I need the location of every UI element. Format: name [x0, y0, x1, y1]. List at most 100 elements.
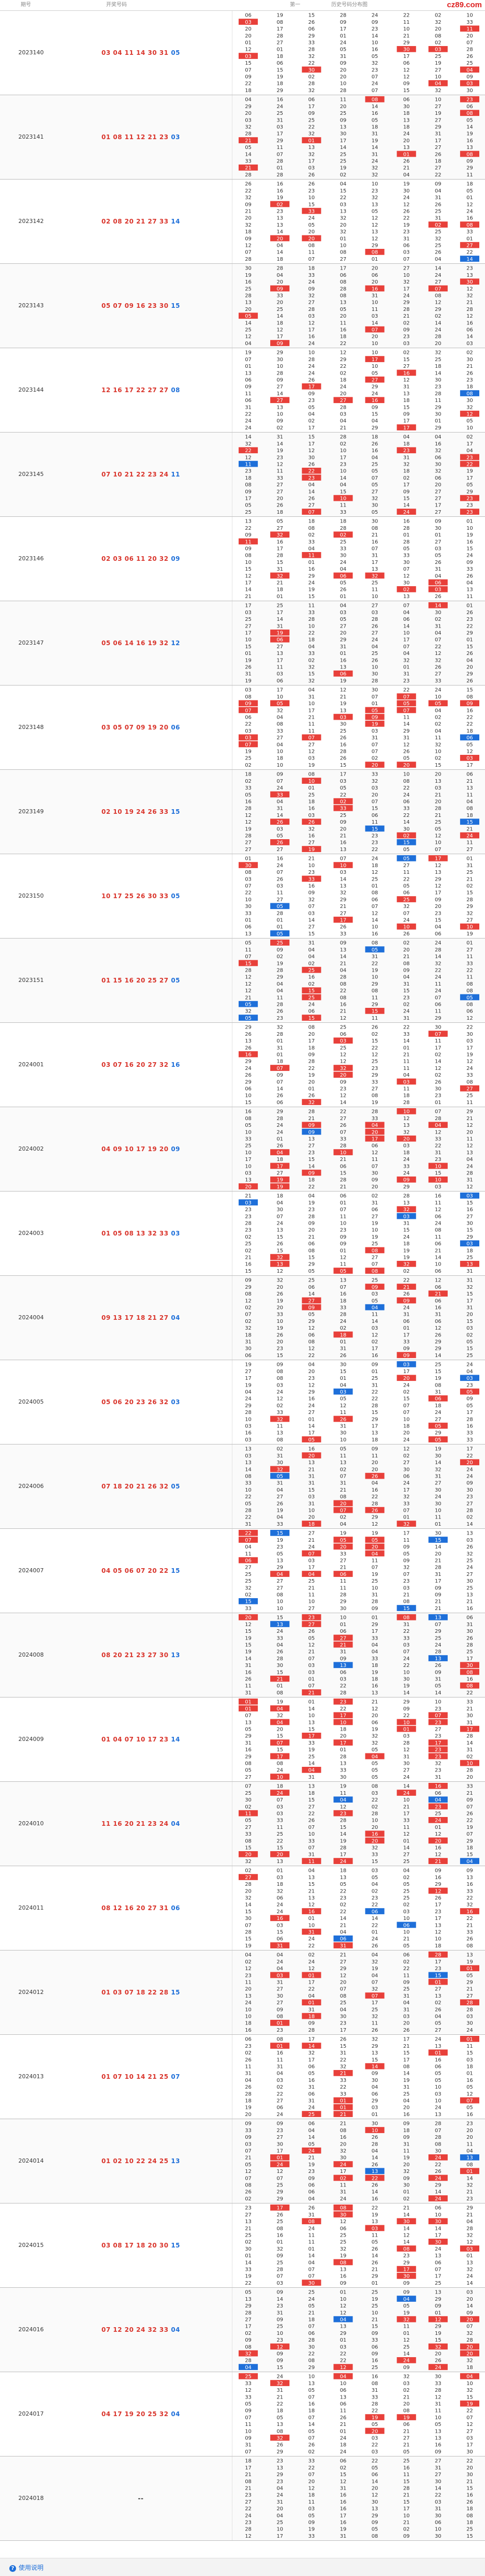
grid-number: 19	[276, 961, 283, 966]
grid-number: 02	[340, 1515, 347, 1521]
grid-number: 07	[245, 357, 252, 363]
grid-number: 28	[340, 1143, 347, 1149]
grid-number: 31	[276, 1980, 283, 1986]
grid-number: 31	[340, 2534, 347, 2539]
grid-number: 22	[245, 1515, 252, 1521]
grid-number: 26	[372, 2135, 378, 2140]
grid-number: 30	[435, 2240, 442, 2245]
grid-number: 01	[403, 1326, 410, 1331]
grid-number: 14	[403, 623, 410, 629]
red-ball-number: 23	[159, 133, 169, 141]
grid-number: 05	[435, 2078, 442, 2083]
grid-number: 28	[372, 1599, 378, 1605]
grid-number: 22	[466, 623, 473, 629]
grid-number: 16	[466, 1677, 473, 1682]
red-ball-number: 32	[159, 639, 169, 647]
grid-number: 29	[403, 1184, 410, 1190]
red-ball-number: 20	[124, 217, 134, 225]
grid-number: 25	[245, 1791, 252, 1796]
blue-ball-number: 16	[171, 1061, 181, 1068]
grid-number: 14	[308, 1761, 315, 1767]
grid-number: 30	[340, 553, 347, 559]
red-ball-number: 18	[136, 1988, 145, 1996]
grid-number: 22	[340, 2351, 347, 2357]
grid-number: 23	[276, 2479, 283, 2484]
grid-number: 12	[245, 981, 252, 987]
grid-number: 31	[340, 1481, 347, 1486]
grid-number: 23	[308, 1150, 315, 1156]
hit-highlight	[239, 1614, 258, 1620]
grid-number: 23	[340, 1896, 347, 1901]
grid-number: 15	[466, 644, 473, 650]
grid-number: 05	[403, 2303, 410, 2309]
hit-highlight	[333, 1268, 353, 1274]
grid-number: 32	[276, 1025, 283, 1031]
grid-number: 01	[340, 2290, 347, 2296]
grid-number: 24	[276, 1959, 283, 1965]
grid-number: 11	[435, 735, 442, 741]
grid-number: 33	[403, 1635, 410, 1641]
grid-number: 11	[435, 1009, 442, 1015]
grid-number: 31	[308, 2212, 315, 2218]
grid-number: 24	[308, 370, 315, 376]
grid-number: 29	[308, 573, 315, 579]
hit-highlight	[428, 46, 448, 52]
table-row: 2023146 02 03 06 11 20 32 09 13 05 18 18 30 16 0…	[0, 517, 485, 601]
grid-number: 05	[308, 2303, 315, 2309]
grid-number: 21	[466, 1599, 473, 1605]
red-ball-number: 25	[159, 2157, 169, 2165]
grid-number: 10	[340, 243, 347, 249]
grid-number: 11	[466, 975, 473, 980]
grid-number: 13	[466, 785, 473, 791]
grid-number: 03	[435, 47, 442, 53]
grid-number: 07	[245, 2415, 252, 2421]
grid-number: 23	[245, 1207, 252, 1213]
grid-number: 15	[276, 1248, 283, 1254]
grid-number: 01	[245, 651, 252, 657]
grid-number: 26	[308, 820, 315, 825]
grid-number: 19	[372, 1572, 378, 1577]
grid-number: 05	[245, 503, 252, 509]
grid-number: 08	[245, 1838, 252, 1844]
grid-number: 04	[403, 435, 410, 440]
hit-highlight	[460, 110, 479, 116]
grid-number: 25	[308, 1278, 315, 1284]
grid-number: 23	[340, 1228, 347, 1233]
grid-number: 26	[435, 594, 442, 600]
grid-number: 11	[466, 792, 473, 798]
grid-number: 07	[403, 603, 410, 609]
grid-number: 10	[308, 1508, 315, 1514]
grid-number: 25	[466, 1558, 473, 1564]
grid-number: 12	[245, 455, 252, 460]
grid-number: 04	[403, 1073, 410, 1078]
grid-number: 03	[245, 688, 252, 693]
grid-number: 04	[340, 419, 347, 424]
grid-number: 02	[435, 617, 442, 622]
blue-ball-number: 14	[171, 1735, 181, 1743]
grid-number: 14	[372, 2155, 378, 2161]
grid-number: 23	[245, 2520, 252, 2526]
grid-number: 09	[403, 2135, 410, 2140]
grid-number: 31	[403, 2007, 410, 2013]
grid-number: 20	[466, 1460, 473, 1466]
grid-number: 01	[340, 1339, 347, 1345]
hit-highlight	[239, 2373, 258, 2379]
hit-highlight	[239, 1001, 258, 1007]
grid-number: 14	[372, 918, 378, 924]
hit-highlight	[365, 1830, 385, 1837]
grid-number: 31	[372, 735, 378, 741]
grid-number: 01	[308, 138, 315, 144]
grid-number: 01	[403, 1727, 410, 1733]
hit-highlight	[239, 538, 258, 545]
grid-number: 29	[372, 243, 378, 249]
hit-highlight	[302, 1767, 321, 1773]
grid-number: 23	[245, 1973, 252, 1978]
blue-ball-number: 15	[171, 1567, 181, 1574]
grid-number: 25	[435, 357, 442, 363]
grid-number: 24	[435, 2365, 442, 2371]
help-link[interactable]: ? 使用说明	[9, 2563, 43, 2572]
grid-number: 09	[245, 75, 252, 80]
grid-number: 07	[308, 1684, 315, 1689]
grid-number: 19	[466, 532, 473, 538]
grid-number: 05	[276, 1551, 283, 1557]
